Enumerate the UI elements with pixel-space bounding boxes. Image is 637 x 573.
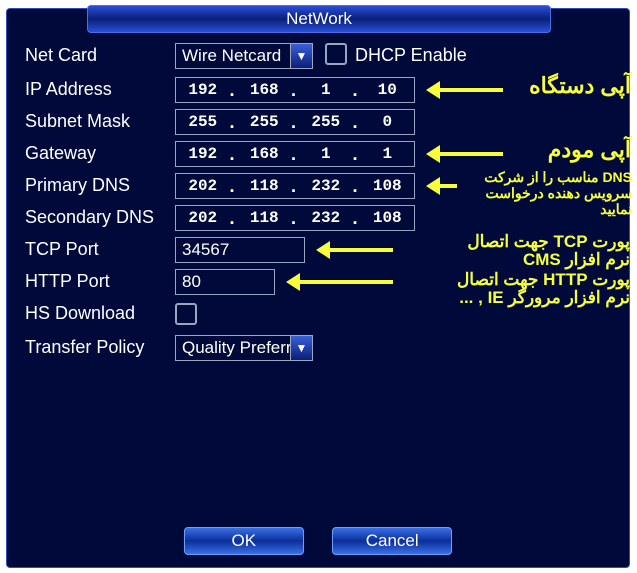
arrow-icon (291, 280, 393, 284)
label-hs: HS Download (25, 303, 175, 324)
gw-o2[interactable]: 168 (238, 142, 292, 166)
dns1-input[interactable]: 202. 118. 232. 108 (175, 173, 415, 199)
ip-o4[interactable]: 10 (361, 78, 415, 102)
mask-o2[interactable]: 255 (238, 110, 292, 134)
mask-input[interactable]: 255. 255. 255. 0 (175, 109, 415, 135)
ip-o3[interactable]: 1 (299, 78, 353, 102)
ip-input[interactable]: 192. 168. 1. 10 (175, 77, 415, 103)
network-window: NetWork Net Card Wire Netcard ▼ DHCP Ena… (6, 8, 630, 568)
dns1-o2[interactable]: 118 (238, 174, 292, 198)
transfer-select[interactable]: Quality Preferr ▼ (175, 335, 313, 361)
hs-checkbox[interactable] (175, 303, 197, 325)
row-transfer: Transfer Policy Quality Preferr ▼ (25, 335, 625, 365)
dns1-o3[interactable]: 232 (299, 174, 353, 198)
button-bar: OK Cancel (7, 527, 629, 555)
gw-o3[interactable]: 1 (299, 142, 353, 166)
label-dhcp: DHCP Enable (355, 45, 467, 66)
netcard-value: Wire Netcard (182, 46, 281, 65)
dns1-o4[interactable]: 108 (361, 174, 415, 198)
label-dns2: Secondary DNS (25, 207, 175, 228)
gw-o4[interactable]: 1 (361, 142, 415, 166)
dns2-input[interactable]: 202. 118. 232. 108 (175, 205, 415, 231)
annot-dns: DNS مناسب را از شرکت سرویس دهنده درخواست… (457, 169, 632, 217)
dns2-o4[interactable]: 108 (361, 206, 415, 230)
label-tcp: TCP Port (25, 239, 175, 260)
http-value: 80 (182, 272, 201, 291)
ip-o1[interactable]: 192 (176, 78, 230, 102)
gw-o1[interactable]: 192 (176, 142, 230, 166)
dropdown-icon: ▼ (290, 336, 312, 360)
annot-http: پورت HTTP جهت اتصال نرم افزار مرورگر IE … (425, 271, 630, 307)
mask-o3[interactable]: 255 (299, 110, 353, 134)
arrow-icon (321, 248, 393, 252)
tcp-input[interactable]: 34567 (175, 237, 305, 263)
cancel-button[interactable]: Cancel (332, 527, 452, 555)
label-netcard: Net Card (25, 45, 175, 66)
arrow-icon (431, 184, 457, 188)
dns2-o1[interactable]: 202 (176, 206, 230, 230)
dns1-o1[interactable]: 202 (176, 174, 230, 198)
row-mask: Subnet Mask 255. 255. 255. 0 (25, 109, 625, 139)
ip-o2[interactable]: 168 (238, 78, 292, 102)
dhcp-checkbox[interactable] (325, 43, 347, 65)
label-gw: Gateway (25, 143, 175, 164)
dns2-o2[interactable]: 118 (238, 206, 292, 230)
arrow-icon (431, 88, 503, 92)
netcard-select[interactable]: Wire Netcard ▼ (175, 43, 313, 69)
gw-input[interactable]: 192. 168. 1. 1 (175, 141, 415, 167)
form-area: Net Card Wire Netcard ▼ DHCP Enable IP A… (25, 43, 611, 517)
window-title: NetWork (286, 9, 352, 28)
annot-gw: آپی مودم (511, 137, 631, 163)
dropdown-icon: ▼ (290, 44, 312, 68)
transfer-value: Quality Preferr (182, 338, 292, 357)
tcp-value: 34567 (182, 240, 229, 259)
ok-button[interactable]: OK (184, 527, 304, 555)
label-ip: IP Address (25, 79, 175, 100)
label-transfer: Transfer Policy (25, 337, 175, 358)
dns2-o3[interactable]: 232 (299, 206, 353, 230)
row-netcard: Net Card Wire Netcard ▼ DHCP Enable (25, 43, 625, 73)
label-http: HTTP Port (25, 271, 175, 292)
label-dns1: Primary DNS (25, 175, 175, 196)
mask-o4[interactable]: 0 (361, 110, 415, 134)
http-input[interactable]: 80 (175, 269, 275, 295)
titlebar: NetWork (87, 5, 551, 33)
arrow-icon (431, 152, 503, 156)
annot-ip: آپی دستگاه (511, 73, 631, 99)
annot-tcp: پورت TCP جهت اتصال نرم افزار CMS (425, 233, 630, 269)
label-mask: Subnet Mask (25, 111, 175, 132)
mask-o1[interactable]: 255 (176, 110, 230, 134)
